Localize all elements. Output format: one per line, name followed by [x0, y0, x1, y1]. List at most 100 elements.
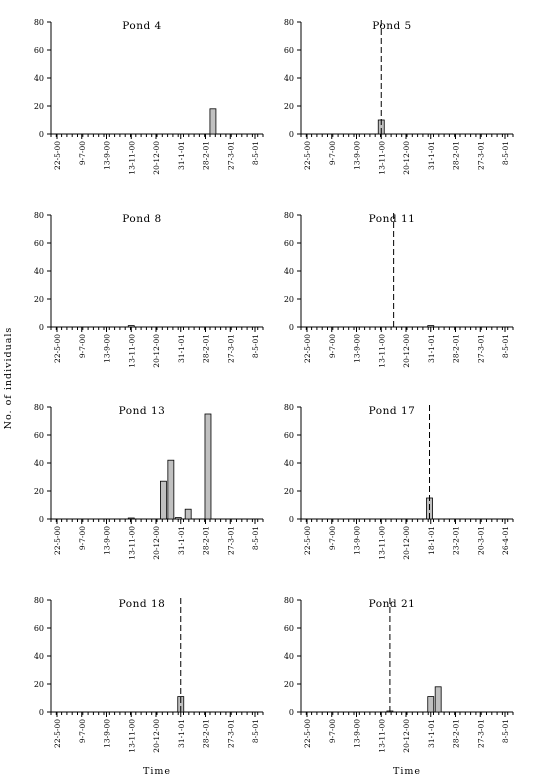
y-tick-label: 20: [284, 487, 294, 496]
y-tick-label: 20: [284, 295, 294, 304]
data-bar: [174, 517, 182, 520]
y-tick-label: 40: [34, 74, 44, 83]
chart-panel: 0 20 40 60 80 22-5-00 9-7-00 13-9-00 13-11-00 20-…: [34, 18, 264, 175]
y-axis-title: No. of individuals: [3, 327, 14, 430]
x-tick-label: 22-5-00: [53, 141, 62, 170]
x-tick-label: 13-11-00: [127, 526, 136, 560]
x-tick-label: 27-3-01: [226, 719, 235, 748]
x-tick-label: 22-5-00: [53, 334, 62, 363]
x-tick-label: 13-9-00: [353, 719, 362, 748]
x-axis-title-left: Time: [143, 766, 171, 777]
x-tick-label: 28-2-01: [452, 719, 461, 748]
y-tick-label: 80: [284, 211, 294, 220]
x-tick-label: 13-11-00: [377, 719, 386, 753]
y-tick-label: 80: [34, 18, 44, 27]
x-tick-label: 8-5-01: [501, 334, 510, 358]
y-tick-label: 80: [34, 403, 44, 412]
x-tick-label: 22-5-00: [303, 526, 312, 555]
y-tick-label: 80: [284, 596, 294, 605]
x-tick-label: 27-3-01: [476, 141, 485, 170]
panel-title: Pond 21: [369, 598, 416, 610]
data-bar: [127, 325, 135, 328]
y-tick-label: 40: [284, 267, 294, 276]
y-tick-label: 80: [34, 211, 44, 220]
x-tick-label: 31-1-01: [177, 141, 186, 170]
x-tick-label: 20-12-00: [152, 141, 161, 175]
x-tick-label: 22-5-00: [303, 334, 312, 363]
x-tick-label: 13-9-00: [103, 719, 112, 748]
x-tick-label: 28-2-01: [452, 334, 461, 363]
x-axis-title-right: Time: [393, 766, 421, 777]
y-tick-label: 40: [284, 652, 294, 661]
y-tick-label: 60: [284, 46, 294, 55]
x-tick-label: 28-2-01: [202, 526, 211, 555]
x-tick-label: 28-2-01: [452, 141, 461, 170]
x-tick-label: 8-5-01: [501, 719, 510, 743]
x-tick-label: 31-1-01: [177, 334, 186, 363]
chart-panel: 0 20 40 60 80 22-5-00 9-7-00 13-9-00 13-11-00 20-…: [34, 403, 264, 560]
x-tick-label: 13-9-00: [103, 334, 112, 363]
panel-title: Pond 8: [122, 213, 161, 225]
panel-title: Pond 5: [372, 20, 411, 32]
panel-title: Pond 13: [119, 405, 166, 417]
y-tick-label: 20: [34, 102, 44, 111]
data-bar: [434, 686, 442, 713]
y-tick-label: 60: [284, 624, 294, 633]
y-tick-label: 60: [34, 239, 44, 248]
x-tick-label: 8-5-01: [251, 526, 260, 550]
data-bar: [427, 325, 435, 328]
y-tick-label: 0: [289, 130, 294, 139]
y-tick-label: 0: [39, 515, 44, 524]
x-tick-label: 31-1-01: [427, 141, 436, 170]
y-tick-label: 0: [39, 323, 44, 332]
x-tick-label: 9-7-00: [78, 334, 87, 358]
y-tick-label: 20: [34, 680, 44, 689]
y-tick-label: 0: [39, 708, 44, 717]
x-tick-label: 13-9-00: [353, 141, 362, 170]
y-tick-label: 20: [34, 295, 44, 304]
y-tick-label: 0: [289, 515, 294, 524]
x-tick-label: 23-2-01: [452, 526, 461, 555]
x-tick-label: 9-7-00: [78, 141, 87, 165]
x-tick-label: 20-12-00: [152, 334, 161, 368]
y-tick-label: 80: [284, 18, 294, 27]
chart-panel: 0 20 40 60 80 22-5-00 9-7-00 13-9-00 13-11-00 20-…: [284, 596, 514, 753]
panel-title: Pond 4: [122, 20, 161, 32]
chart-panel: 0 20 40 60 80 22-5-00 9-7-00 13-9-00 13-11-00 20-…: [34, 596, 264, 753]
x-tick-label: 9-7-00: [328, 719, 337, 743]
x-tick-label: 20-3-01: [476, 526, 485, 555]
panel-title: Pond 11: [369, 213, 416, 225]
y-tick-label: 60: [34, 624, 44, 633]
x-tick-label: 13-9-00: [103, 526, 112, 555]
x-tick-label: 22-5-00: [53, 719, 62, 748]
x-tick-label: 13-9-00: [353, 334, 362, 363]
x-tick-label: 28-2-01: [202, 719, 211, 748]
x-tick-label: 9-7-00: [78, 719, 87, 743]
y-tick-label: 60: [34, 431, 44, 440]
x-tick-label: 8-5-01: [501, 141, 510, 165]
x-tick-label: 31-1-01: [427, 719, 436, 748]
x-tick-label: 31-1-01: [177, 719, 186, 748]
x-tick-label: 9-7-00: [328, 141, 337, 165]
x-tick-label: 13-11-00: [377, 141, 386, 175]
y-tick-label: 40: [34, 652, 44, 661]
x-tick-label: 31-1-01: [177, 526, 186, 555]
x-tick-label: 13-11-00: [127, 719, 136, 753]
panel-title: Pond 17: [369, 405, 416, 417]
x-tick-label: 13-11-00: [127, 334, 136, 368]
x-tick-label: 28-2-01: [202, 334, 211, 363]
x-tick-label: 20-12-00: [402, 141, 411, 175]
y-tick-label: 20: [284, 102, 294, 111]
y-tick-label: 40: [284, 74, 294, 83]
y-tick-label: 40: [34, 459, 44, 468]
x-tick-label: 20-12-00: [402, 526, 411, 560]
y-tick-label: 20: [284, 680, 294, 689]
x-tick-label: 18-1-01: [427, 526, 436, 555]
y-tick-label: 80: [284, 403, 294, 412]
x-tick-label: 22-5-00: [303, 141, 312, 170]
x-tick-label: 28-2-01: [202, 141, 211, 170]
x-tick-label: 13-11-00: [377, 526, 386, 560]
chart-panel: 0 20 40 60 80 22-5-00 9-7-00 13-9-00 13-11-00 20-…: [284, 18, 514, 175]
